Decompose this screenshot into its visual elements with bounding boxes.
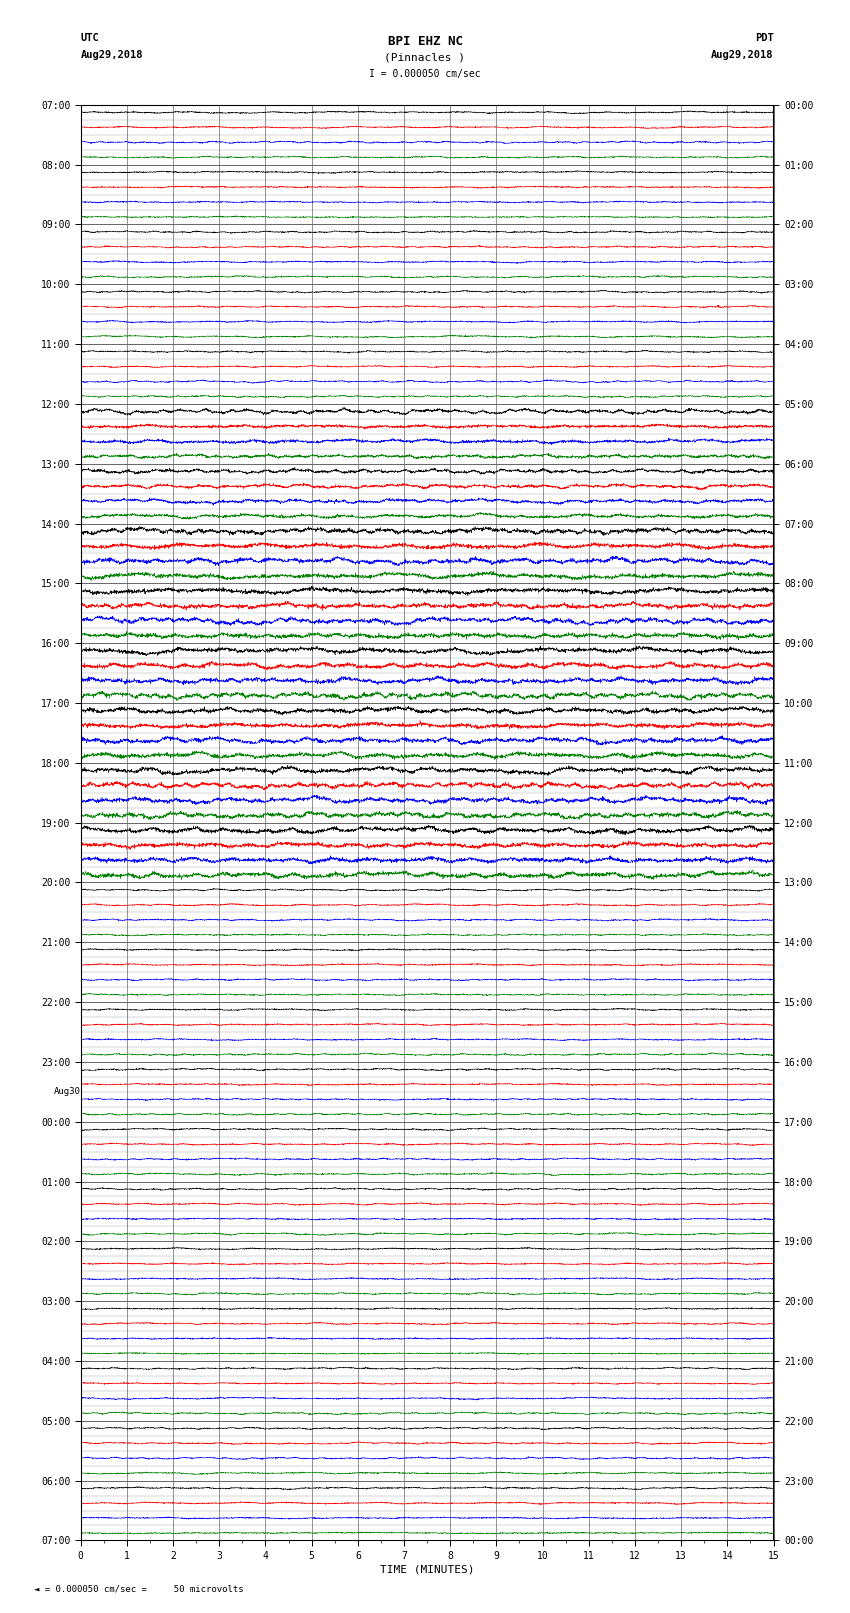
X-axis label: TIME (MINUTES): TIME (MINUTES) <box>380 1565 474 1574</box>
Text: BPI EHZ NC: BPI EHZ NC <box>388 34 462 47</box>
Text: I = 0.000050 cm/sec: I = 0.000050 cm/sec <box>369 69 481 79</box>
Text: UTC: UTC <box>81 32 99 44</box>
Text: Aug30: Aug30 <box>54 1087 80 1097</box>
Text: PDT: PDT <box>755 32 774 44</box>
Text: Aug29,2018: Aug29,2018 <box>711 50 774 60</box>
Text: Aug29,2018: Aug29,2018 <box>81 50 144 60</box>
Text: (Pinnacles ): (Pinnacles ) <box>384 53 466 63</box>
Text: ◄ = 0.000050 cm/sec =     50 microvolts: ◄ = 0.000050 cm/sec = 50 microvolts <box>34 1584 244 1594</box>
